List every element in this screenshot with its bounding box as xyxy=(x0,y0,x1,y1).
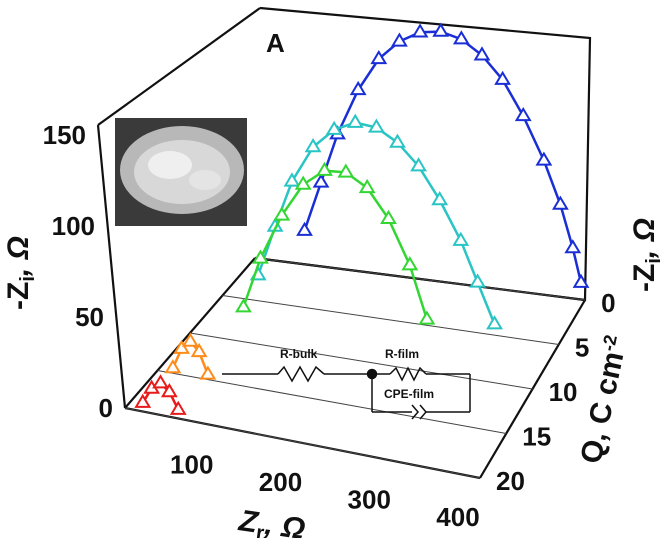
data-point xyxy=(367,118,385,133)
y-tick-label: 0 xyxy=(99,393,113,423)
z-tick-label: 20 xyxy=(496,466,525,496)
x-tick-label: 400 xyxy=(436,502,479,532)
data-point xyxy=(190,342,208,358)
series-4 xyxy=(134,374,187,415)
z-tick-label: 10 xyxy=(549,377,578,407)
data-point xyxy=(452,231,470,246)
back-wall-y-title: -Zi, Ω xyxy=(628,218,665,292)
y-tick-label: 50 xyxy=(75,302,104,332)
data-point xyxy=(173,339,191,354)
left-wall-top xyxy=(97,7,261,126)
data-point xyxy=(235,298,252,313)
y-tick-label: 100 xyxy=(52,211,95,241)
data-point xyxy=(349,80,367,96)
x-tick-label: 200 xyxy=(259,467,302,497)
data-point xyxy=(252,249,269,264)
data-point xyxy=(380,209,397,224)
data-point xyxy=(473,46,491,61)
inset-photo xyxy=(115,118,247,226)
r-bulk-label: R-bulk xyxy=(280,347,318,361)
data-point xyxy=(181,332,199,347)
data-point xyxy=(370,49,388,65)
data-point xyxy=(535,151,553,166)
y-axis-title: -Zi, Ω xyxy=(2,236,39,310)
floor-line-q-10 xyxy=(189,332,533,390)
floor-grid-lines xyxy=(124,257,586,479)
r-film-label: R-film xyxy=(385,347,419,361)
floor-line-q-20 xyxy=(124,407,481,479)
data-point xyxy=(494,70,512,85)
box-frame xyxy=(96,6,592,480)
equivalent-circuit xyxy=(222,365,471,420)
y-tick-label: 150 xyxy=(43,120,86,150)
data-point xyxy=(337,163,355,178)
cpe-element xyxy=(411,404,419,420)
panel-label: A xyxy=(266,28,285,58)
data-point xyxy=(389,133,406,148)
data-point xyxy=(273,206,291,221)
data-point xyxy=(514,106,532,122)
series-layer xyxy=(134,22,590,415)
data-point xyxy=(312,173,330,188)
data-point xyxy=(325,120,343,135)
series-line xyxy=(303,30,583,283)
x-tick-label: 300 xyxy=(348,485,391,515)
floor-line-q-5 xyxy=(222,295,559,345)
data-point xyxy=(134,393,152,408)
z-tick-label: 5 xyxy=(575,333,589,363)
z-tick-label: 0 xyxy=(601,288,615,318)
data-point xyxy=(564,239,582,254)
data-point xyxy=(486,315,503,330)
series-0 xyxy=(296,22,590,288)
data-point xyxy=(572,273,590,288)
data-point xyxy=(169,400,187,415)
data-point xyxy=(411,23,429,38)
data-point xyxy=(199,365,217,380)
cpe-film-label: CPE-film xyxy=(384,387,434,401)
data-point xyxy=(551,195,569,210)
r-film-resistor xyxy=(389,366,427,382)
left-wall-edge xyxy=(96,124,127,409)
data-point xyxy=(391,32,408,47)
data-point xyxy=(410,157,427,172)
data-point xyxy=(164,359,182,374)
data-point xyxy=(469,273,487,288)
data-point xyxy=(418,310,436,325)
y-ticks: 0 50 100 150 xyxy=(43,120,113,423)
series-line xyxy=(242,169,429,320)
r-bulk-resistor xyxy=(277,365,325,383)
floor-line-q-15 xyxy=(157,370,507,434)
data-point xyxy=(152,374,169,389)
series-3 xyxy=(164,332,217,380)
data-point xyxy=(401,256,419,271)
data-point xyxy=(431,191,449,206)
data-point xyxy=(432,22,450,37)
z-ticks: 05 10 15 20 xyxy=(496,288,616,496)
data-point xyxy=(452,30,470,45)
data-point xyxy=(283,172,301,187)
series-2 xyxy=(235,161,436,325)
data-point xyxy=(358,178,376,194)
data-point xyxy=(316,161,333,176)
x-ticks: 100 200 300 400 xyxy=(170,450,480,533)
x-axis-title: Zr, Ω xyxy=(235,504,307,538)
floor-line-q-0 xyxy=(254,257,586,301)
data-point xyxy=(296,221,313,236)
data-point xyxy=(160,383,178,398)
series-1 xyxy=(249,113,503,330)
data-point xyxy=(346,113,364,128)
x-tick-label: 100 xyxy=(170,450,213,480)
z-tick-label: 15 xyxy=(522,422,551,452)
data-point xyxy=(304,138,322,153)
data-point xyxy=(294,175,312,190)
